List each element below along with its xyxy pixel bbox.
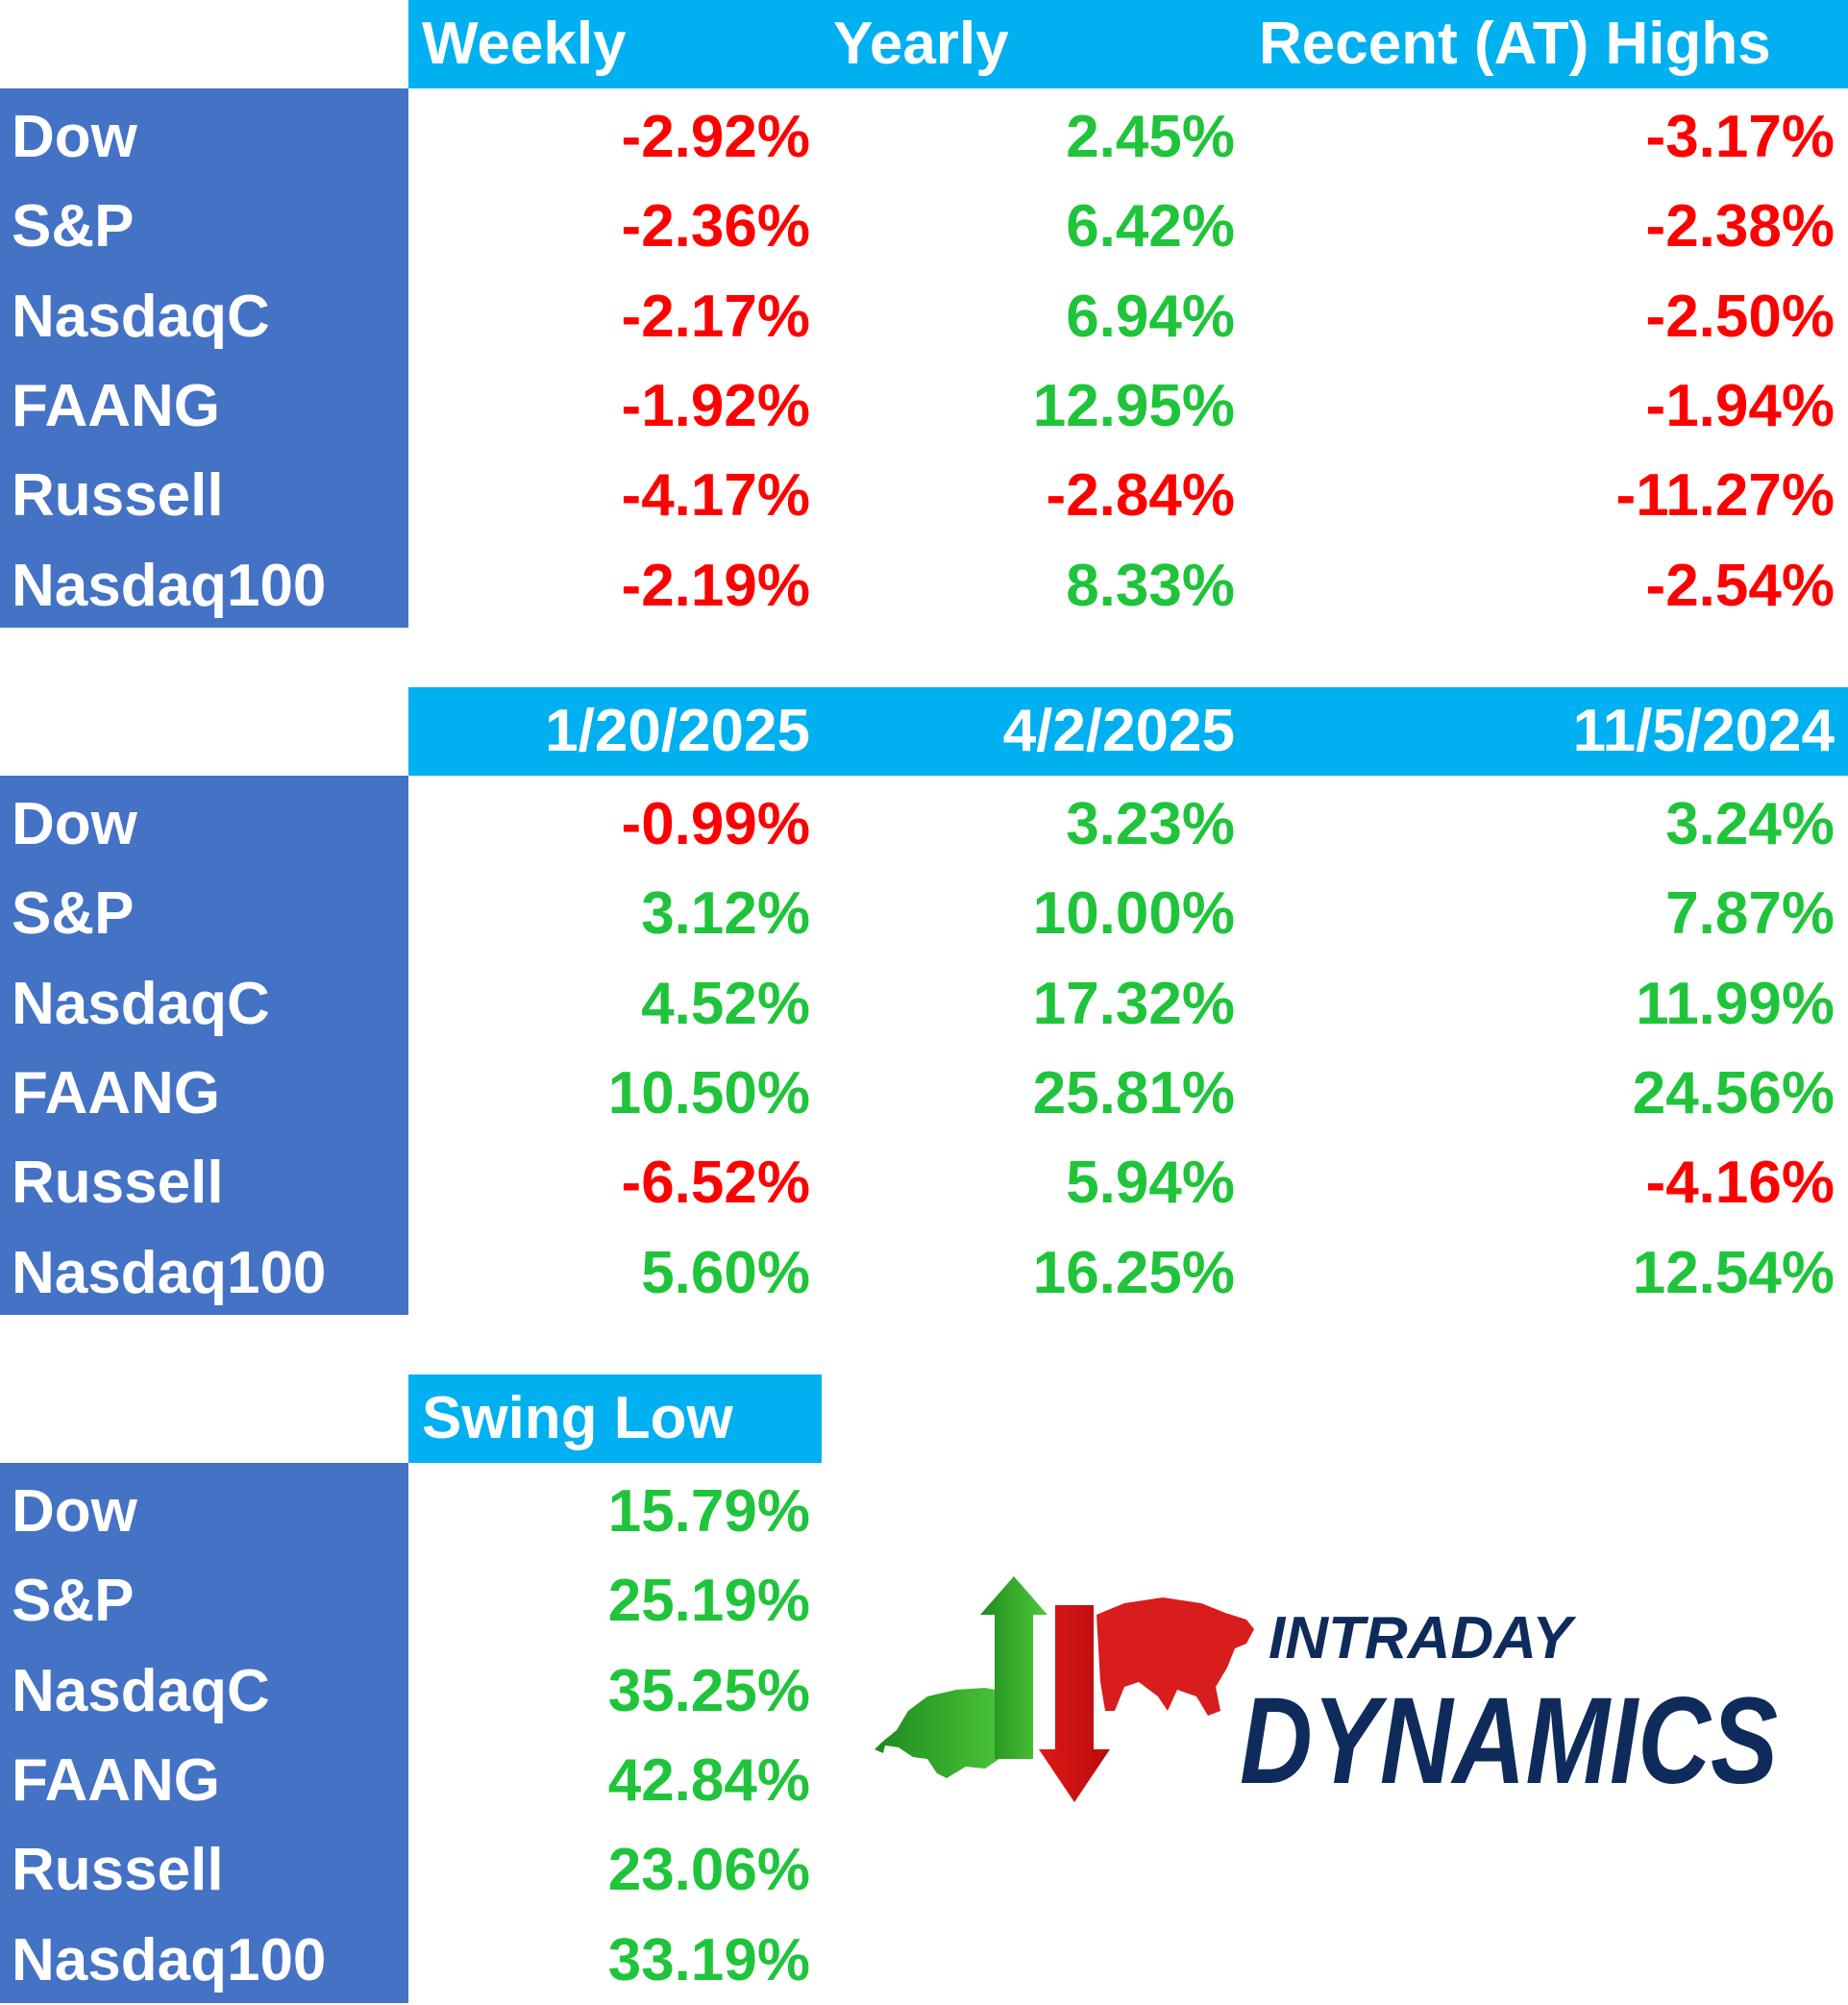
table1-header-yearly: Yearly: [833, 11, 1009, 77]
bull-bear-logo-icon: INTRADAY DYNAMICS: [875, 1576, 1778, 1810]
table1-label-column: [0, 88, 408, 628]
table1-cell: -1.94%: [1645, 372, 1835, 439]
table2-header-date-3: 11/5/2024: [1572, 698, 1835, 764]
table2-cell: 3.12%: [641, 880, 810, 948]
table1-cell: -2.84%: [1046, 462, 1235, 530]
table3-row-label: FAANG: [12, 1746, 220, 1814]
table2-row-label: NasdaqC: [12, 970, 270, 1037]
table2-header-date-1: 1/20/2025: [545, 698, 810, 764]
table1-cell: 6.42%: [1066, 193, 1235, 260]
table1-row-label: Dow: [12, 104, 137, 170]
table2-row-label: Russell: [12, 1150, 224, 1217]
table1-cell: -2.50%: [1645, 283, 1835, 350]
table2-label-column: [0, 776, 408, 1315]
table2-cell: -4.16%: [1645, 1150, 1835, 1217]
table2-cell: 5.60%: [641, 1239, 810, 1306]
table2-row-label: S&P: [12, 880, 135, 948]
table2-header-date-2: 4/2/2025: [1002, 698, 1235, 764]
table1-header-weekly: Weekly: [422, 11, 627, 77]
table3-cell: 25.19%: [607, 1568, 810, 1635]
table1-cell: -11.27%: [1615, 462, 1835, 530]
table1-cell: -2.38%: [1645, 193, 1835, 260]
table2-cell: 12.54%: [1632, 1239, 1835, 1306]
table1-header-bar: Weekly Yearly Recent (AT) Highs: [408, 0, 1848, 88]
table3-cell: 35.25%: [607, 1657, 810, 1724]
table3-label-column: [0, 1463, 408, 2003]
table3-header-swing-low: Swing Low: [422, 1385, 733, 1451]
table1-cell: 2.45%: [1066, 104, 1235, 170]
table1-cell: -1.92%: [621, 372, 810, 439]
table2-row-label: Dow: [12, 791, 137, 857]
table1-header-recent-highs: Recent (AT) Highs: [1259, 11, 1771, 77]
table3-header-bar: Swing Low: [408, 1374, 822, 1463]
table1-row-label: S&P: [12, 193, 135, 260]
table2-header-bar: 1/20/2025 4/2/2025 11/5/2024: [408, 687, 1848, 776]
table1-cell: -2.17%: [621, 283, 810, 350]
table1-row-label: FAANG: [12, 372, 220, 439]
table2-cell: 24.56%: [1632, 1059, 1835, 1126]
table1-cell: 6.94%: [1066, 283, 1235, 350]
table2-cell: 5.94%: [1066, 1150, 1235, 1217]
table2-cell: 3.23%: [1066, 791, 1235, 857]
logo-line1: INTRADAY: [1269, 1605, 1577, 1671]
table2-cell: -6.52%: [621, 1150, 810, 1217]
table3-row-label: S&P: [12, 1568, 135, 1635]
table1-cell: -2.19%: [621, 552, 810, 619]
table2-cell: -0.99%: [621, 791, 810, 857]
logo-line2: DYNAMICS: [1240, 1672, 1778, 1807]
table3-row-label: NasdaqC: [12, 1657, 270, 1724]
table2-cell: 10.00%: [1032, 880, 1235, 948]
table2-row-label: FAANG: [12, 1059, 220, 1126]
table3-cell: 42.84%: [607, 1746, 810, 1814]
table2-cell: 17.32%: [1032, 970, 1235, 1037]
table3-row-label: Nasdaq100: [12, 1926, 327, 1993]
table2-row-label: Nasdaq100: [12, 1239, 327, 1306]
table2-cell: 11.99%: [1636, 970, 1835, 1037]
table2-cell: 7.87%: [1665, 880, 1835, 948]
table2-cell: 25.81%: [1032, 1059, 1235, 1126]
table1-cell: -2.92%: [621, 104, 810, 170]
table1-row-label: NasdaqC: [12, 283, 270, 350]
table1-row-label: Russell: [12, 462, 224, 530]
table3-row-label: Dow: [12, 1478, 137, 1545]
table3-cell: 15.79%: [607, 1478, 810, 1545]
table2-cell: 3.24%: [1665, 791, 1835, 857]
table1-cell: -2.54%: [1645, 552, 1835, 619]
table2-cell: 4.52%: [641, 970, 810, 1037]
table3-row-label: Russell: [12, 1837, 224, 1904]
table1-cell: -3.17%: [1645, 104, 1835, 170]
table1-cell: 8.33%: [1066, 552, 1235, 619]
table1-cell: -4.17%: [621, 462, 810, 530]
table1-row-label: Nasdaq100: [12, 552, 327, 619]
intraday-dynamics-logo: INTRADAY DYNAMICS: [870, 1576, 1792, 1810]
table2-cell: 10.50%: [607, 1059, 810, 1126]
table1-cell: -2.36%: [621, 193, 810, 260]
table3-cell: 33.19%: [607, 1926, 810, 1993]
table2-cell: 16.25%: [1032, 1239, 1235, 1306]
table3-cell: 23.06%: [607, 1837, 810, 1904]
table1-cell: 12.95%: [1032, 372, 1235, 439]
